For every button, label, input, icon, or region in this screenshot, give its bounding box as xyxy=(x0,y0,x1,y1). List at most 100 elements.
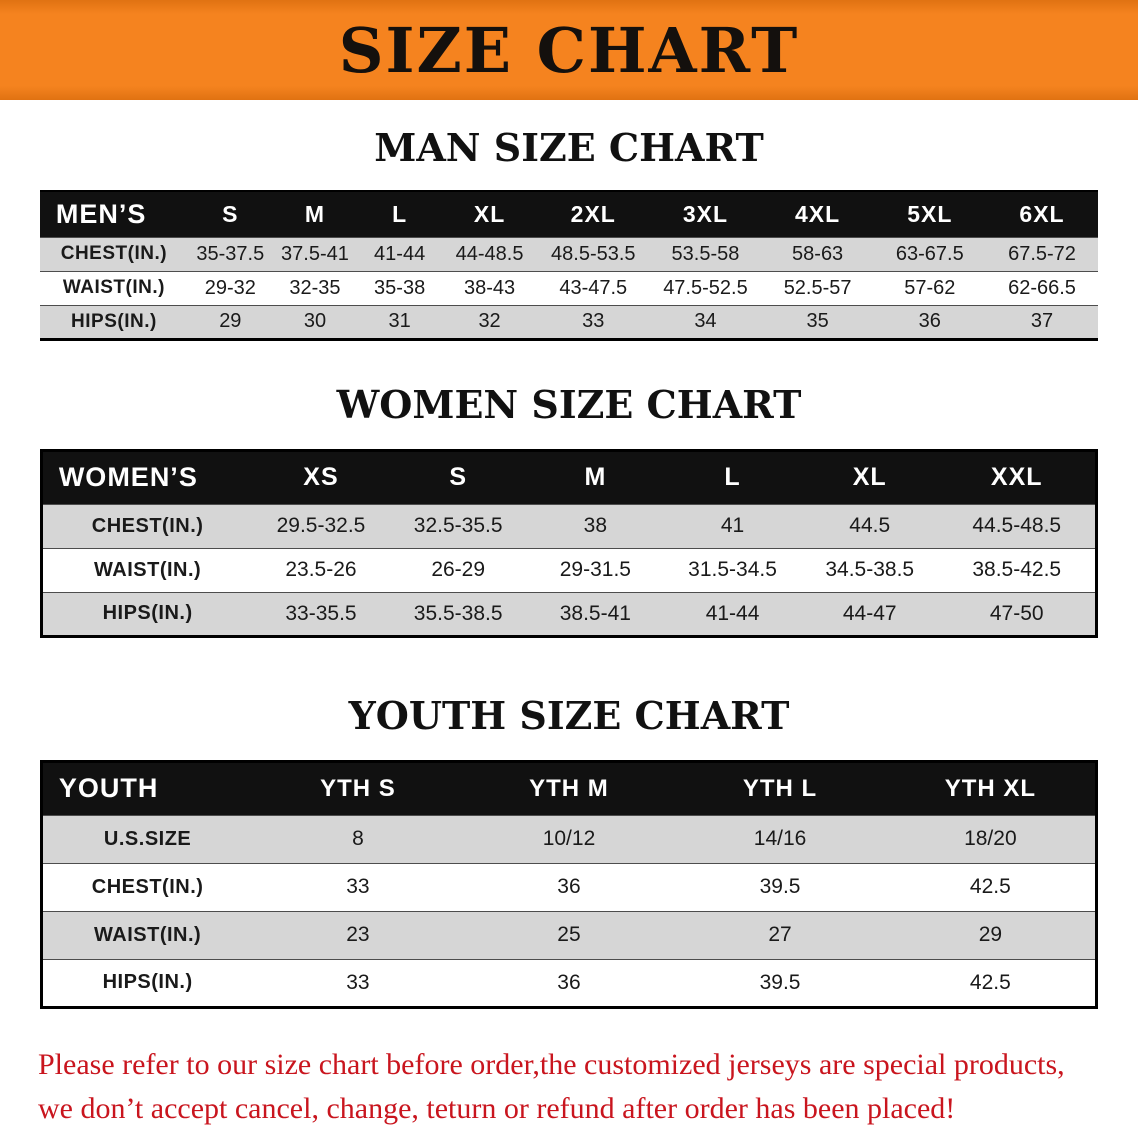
size-column-header: YTH L xyxy=(742,774,818,802)
size-column-header: YTH M xyxy=(529,774,609,802)
size-value-cell: 39.5 xyxy=(759,875,801,898)
size-value-cell: 47-50 xyxy=(989,601,1044,625)
size-value-cell: 48.5-53.5 xyxy=(551,242,636,265)
size-value-cell: 32-35 xyxy=(289,276,341,299)
size-value-cell: 29 xyxy=(978,923,1003,946)
size-value-cell: 44.5-48.5 xyxy=(972,514,1062,537)
row-label: WAIST(IN.) xyxy=(94,923,202,946)
row-label: WAIST(IN.) xyxy=(62,277,165,298)
row-label: HIPS(IN.) xyxy=(102,602,193,624)
size-value-cell: 30 xyxy=(303,310,327,332)
size-column-header: L xyxy=(392,200,408,227)
row-label: CHEST(IN.) xyxy=(60,243,168,264)
size-value-cell: 52.5-57 xyxy=(783,276,852,299)
size-column-header: 2XL xyxy=(570,200,616,227)
table-corner-label: YOUTH xyxy=(58,773,159,803)
table-row: WAIST(IN.) 23 25 27 29 xyxy=(41,911,1097,959)
men-section-title: MAN SIZE CHART xyxy=(374,125,764,170)
size-value-cell: 36 xyxy=(557,970,581,994)
table-row: WAIST(IN.) 29-32 32-35 35-38 38-43 43-47.5 47.… xyxy=(39,271,1099,305)
row-label: WAIST(IN.) xyxy=(94,558,202,581)
size-value-cell: 29 xyxy=(219,310,242,332)
men-header-row: MEN’S S M L XL 2XL 3XL 4XL 5XL 6XL xyxy=(39,191,1099,237)
table-row: CHEST(IN.) 33 36 39.5 42.5 xyxy=(41,863,1097,911)
size-value-cell: 53.5-58 xyxy=(671,242,740,265)
size-value-cell: 29.5-32.5 xyxy=(276,514,366,537)
table-row: HIPS(IN.) 33 36 39.5 42.5 xyxy=(41,959,1097,1007)
size-column-header: 4XL xyxy=(795,200,841,227)
size-value-cell: 38.5-41 xyxy=(559,601,631,625)
size-value-cell: 29-31.5 xyxy=(559,558,631,581)
youth-section-title: YOUTH SIZE CHART xyxy=(348,692,790,738)
youth-header-row: YOUTH YTH S YTH M YTH L YTH XL xyxy=(41,761,1097,815)
size-value-cell: 34 xyxy=(694,310,717,332)
table-corner-label: MEN’S xyxy=(55,198,147,229)
men-table-body: CHEST(IN.) 35-37.5 37.5-41 41-44 44-48.5 48.5… xyxy=(39,237,1099,339)
size-value-cell: 14/16 xyxy=(753,827,807,850)
size-value-cell: 31.5-34.5 xyxy=(688,558,777,581)
row-label: CHEST(IN.) xyxy=(91,875,204,898)
men-section: MAN SIZE CHART MEN’S S M L XL 2XL 3XL 4XL 5XL 6XL… xyxy=(0,126,1138,341)
women-section-title: WOMEN SIZE CHART xyxy=(336,381,802,427)
table-row: HIPS(IN.) 29 30 31 32 33 34 35 36 37 xyxy=(39,305,1099,339)
size-value-cell: 35.5-38.5 xyxy=(413,601,503,625)
row-label: HIPS(IN.) xyxy=(102,971,193,993)
men-size-table: MEN’S S M L XL 2XL 3XL 4XL 5XL 6XL CHEST(IN.) 35-3… xyxy=(39,190,1099,341)
size-value-cell: 23 xyxy=(346,923,370,946)
size-value-cell: 32 xyxy=(478,310,501,332)
size-value-cell: 33-35.5 xyxy=(285,601,357,625)
size-value-cell: 36 xyxy=(557,875,581,898)
size-value-cell: 38 xyxy=(583,514,608,537)
notice-line-2: we don’t accept cancel, change, teturn o… xyxy=(38,1091,956,1125)
size-value-cell: 37 xyxy=(1030,310,1054,332)
women-header-row: WOMEN’S XS S M L XL XXL xyxy=(41,450,1097,504)
table-row: HIPS(IN.) 33-35.5 35.5-38.5 38.5-41 41-44 44-… xyxy=(41,592,1097,636)
size-value-cell: 25 xyxy=(557,923,581,946)
table-row: WAIST(IN.) 23.5-26 26-29 29-31.5 31.5-34.5 34… xyxy=(41,548,1097,592)
size-value-cell: 31 xyxy=(388,310,411,332)
size-column-header: XXL xyxy=(990,463,1043,491)
size-value-cell: 29-32 xyxy=(204,276,256,299)
size-value-cell: 38-43 xyxy=(463,276,516,299)
women-table-body: CHEST(IN.) 29.5-32.5 32.5-35.5 38 41 44.5 44.5… xyxy=(41,504,1097,636)
table-corner-label: WOMEN’S xyxy=(58,462,198,492)
size-column-header: S xyxy=(449,463,468,491)
size-value-cell: 34.5-38.5 xyxy=(825,558,915,581)
table-row: CHEST(IN.) 35-37.5 37.5-41 41-44 44-48.5 48.5… xyxy=(39,237,1099,271)
size-column-header: XL xyxy=(473,200,506,227)
size-value-cell: 44-48.5 xyxy=(455,242,524,265)
size-value-cell: 63-67.5 xyxy=(895,242,964,265)
size-value-cell: 42.5 xyxy=(969,970,1011,994)
row-label: U.S.SIZE xyxy=(103,827,192,850)
size-value-cell: 39.5 xyxy=(759,970,801,994)
size-column-header: M xyxy=(584,463,607,491)
size-value-cell: 35 xyxy=(806,310,829,332)
page-title: SIZE CHART xyxy=(338,13,800,87)
size-value-cell: 44.5 xyxy=(849,514,891,537)
size-column-header: L xyxy=(724,463,741,491)
size-value-cell: 26-29 xyxy=(431,558,486,581)
size-value-cell: 33 xyxy=(346,970,370,994)
row-label: CHEST(IN.) xyxy=(91,514,204,537)
size-column-header: M xyxy=(304,200,326,227)
row-label: HIPS(IN.) xyxy=(71,310,157,332)
banner: SIZE CHART xyxy=(0,0,1138,100)
size-column-header: 3XL xyxy=(682,200,729,227)
youth-section: YOUTH SIZE CHART YOUTH YTH S YTH M YTH L YTH… xyxy=(0,692,1138,1009)
size-value-cell: 23.5-26 xyxy=(285,558,357,581)
size-value-cell: 35-37.5 xyxy=(196,242,265,265)
size-value-cell: 18/20 xyxy=(964,827,1017,850)
size-value-cell: 43-47.5 xyxy=(559,276,628,299)
size-value-cell: 41-44 xyxy=(374,242,426,265)
size-value-cell: 41 xyxy=(720,514,745,537)
size-column-header: XL xyxy=(852,463,887,491)
size-value-cell: 8 xyxy=(352,827,364,850)
size-value-cell: 38.5-42.5 xyxy=(972,558,1062,581)
youth-size-table: YOUTH YTH S YTH M YTH L YTH XL U.S.SIZE 8 10/1… xyxy=(39,759,1099,1009)
size-column-header: XS xyxy=(303,463,339,491)
size-column-header: S xyxy=(222,200,239,227)
footer-notice: Please refer to our size chart before or… xyxy=(38,1043,1100,1131)
size-value-cell: 27 xyxy=(768,923,792,946)
notice-line-1: Please refer to our size chart before or… xyxy=(38,1047,1065,1081)
